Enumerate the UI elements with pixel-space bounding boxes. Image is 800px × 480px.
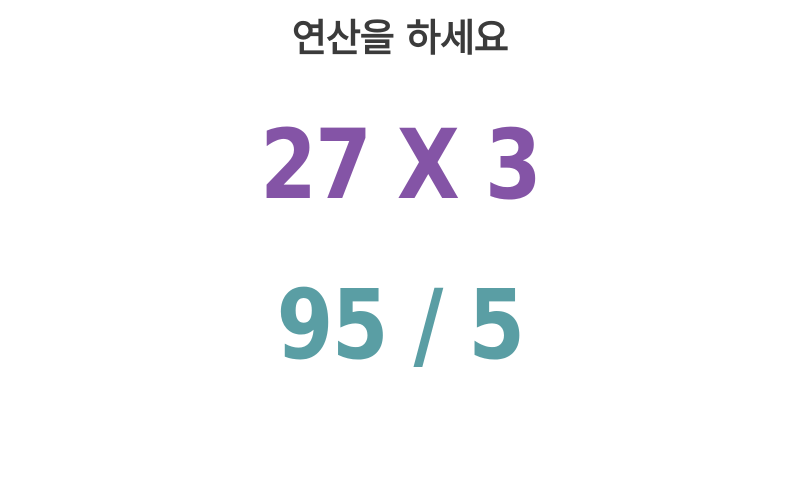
page-title: 연산을 하세요 <box>292 16 509 60</box>
math-problem-division: 95 / 5 <box>276 269 525 381</box>
math-problem-multiplication: 27 X 3 <box>260 109 542 221</box>
